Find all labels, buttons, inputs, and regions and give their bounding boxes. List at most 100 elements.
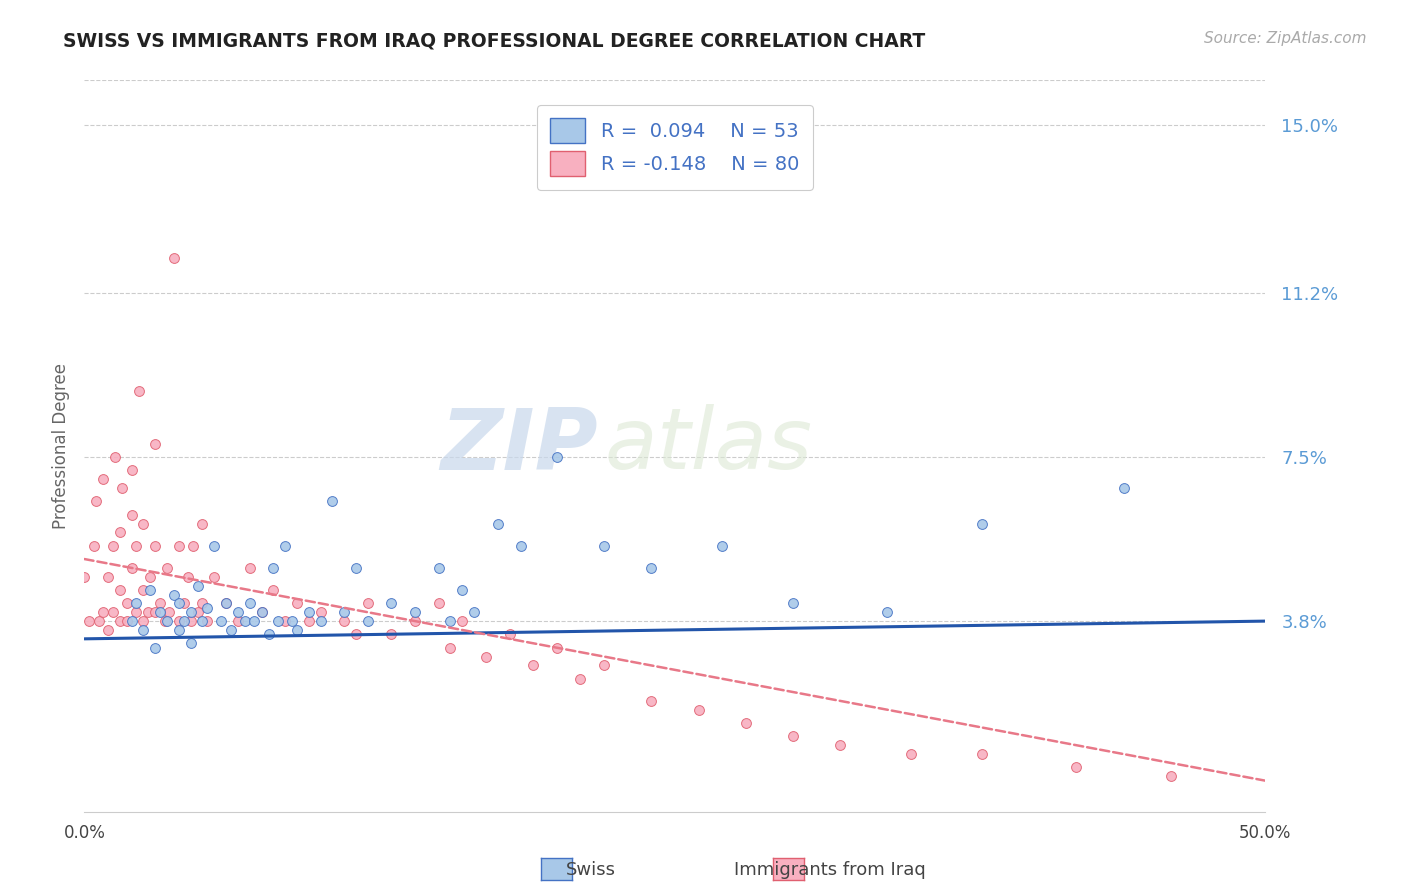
Point <box>546 450 568 464</box>
Point <box>191 596 214 610</box>
Point <box>475 649 498 664</box>
Point <box>1066 760 1088 774</box>
Point <box>167 623 190 637</box>
Y-axis label: Professional Degree: Professional Degree <box>52 363 70 529</box>
Point <box>180 636 202 650</box>
Point <box>187 605 209 619</box>
Point <box>215 596 238 610</box>
Point <box>163 251 186 265</box>
Text: Swiss: Swiss <box>565 861 616 879</box>
Point <box>91 605 114 619</box>
Point <box>101 605 124 619</box>
Point <box>191 516 214 531</box>
Point <box>104 450 127 464</box>
Point <box>274 539 297 553</box>
Point <box>569 672 592 686</box>
Point <box>136 605 159 619</box>
Point <box>267 614 290 628</box>
Point <box>83 539 105 553</box>
Point <box>156 561 179 575</box>
Text: atlas: atlas <box>605 404 813 488</box>
Point <box>125 539 148 553</box>
Point <box>149 605 172 619</box>
Point <box>177 570 200 584</box>
Text: SWISS VS IMMIGRANTS FROM IRAQ PROFESSIONAL DEGREE CORRELATION CHART: SWISS VS IMMIGRANTS FROM IRAQ PROFESSION… <box>63 31 925 50</box>
Point <box>285 596 308 610</box>
Point <box>498 627 520 641</box>
Point <box>195 600 218 615</box>
Point <box>900 747 922 761</box>
Point <box>262 583 284 598</box>
Point <box>202 539 225 553</box>
Point <box>510 539 533 553</box>
Point <box>309 605 332 619</box>
Point <box>132 516 155 531</box>
Point <box>77 614 100 628</box>
Point <box>156 614 179 628</box>
Point <box>281 614 304 628</box>
Point <box>239 596 262 610</box>
Point <box>209 614 232 628</box>
Point <box>970 747 993 761</box>
Point <box>333 605 356 619</box>
Point <box>121 508 143 522</box>
Point <box>167 539 190 553</box>
Point <box>143 640 166 655</box>
Point <box>309 614 332 628</box>
Point <box>1112 481 1135 495</box>
Point <box>121 463 143 477</box>
Point <box>233 614 256 628</box>
Point <box>143 539 166 553</box>
Point <box>115 614 138 628</box>
Point <box>167 596 190 610</box>
Point <box>101 539 124 553</box>
Point <box>180 614 202 628</box>
Point <box>191 614 214 628</box>
Legend: R =  0.094    N = 53, R = -0.148    N = 80: R = 0.094 N = 53, R = -0.148 N = 80 <box>537 104 813 190</box>
Point <box>427 596 450 610</box>
Point <box>404 614 426 628</box>
Point <box>132 623 155 637</box>
Point <box>250 605 273 619</box>
Point <box>115 596 138 610</box>
Point <box>226 605 249 619</box>
Point <box>593 658 616 673</box>
Point <box>125 605 148 619</box>
Point <box>84 494 107 508</box>
Point <box>167 614 190 628</box>
Text: Immigrants from Iraq: Immigrants from Iraq <box>734 861 925 879</box>
Point <box>250 605 273 619</box>
Point <box>187 579 209 593</box>
Point <box>522 658 544 673</box>
Point <box>111 481 134 495</box>
Point <box>108 614 131 628</box>
Point <box>132 583 155 598</box>
Point <box>546 640 568 655</box>
Point <box>181 539 204 553</box>
Point <box>143 605 166 619</box>
Text: ZIP: ZIP <box>440 404 598 488</box>
Point <box>262 561 284 575</box>
Point <box>593 539 616 553</box>
Point <box>108 525 131 540</box>
Point <box>451 583 474 598</box>
Point <box>91 472 114 486</box>
Point <box>97 623 120 637</box>
Point <box>427 561 450 575</box>
Point <box>180 605 202 619</box>
Text: Source: ZipAtlas.com: Source: ZipAtlas.com <box>1204 31 1367 46</box>
Point <box>640 561 662 575</box>
Point <box>344 561 367 575</box>
Point <box>439 640 461 655</box>
Point <box>404 605 426 619</box>
Point <box>688 703 710 717</box>
Point <box>128 384 150 398</box>
Point <box>321 494 343 508</box>
Point <box>1160 769 1182 783</box>
Point <box>380 596 402 610</box>
Point <box>173 614 195 628</box>
Point <box>970 516 993 531</box>
Point <box>202 570 225 584</box>
Point <box>157 605 180 619</box>
Point <box>143 437 166 451</box>
